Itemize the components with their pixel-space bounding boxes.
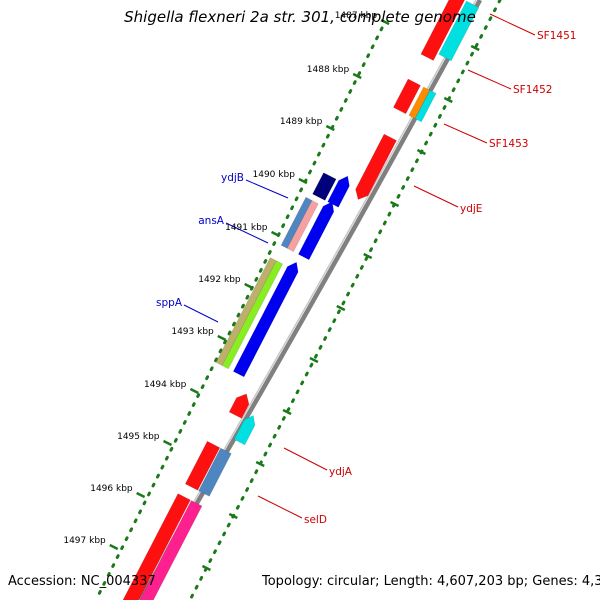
leader-line (225, 222, 269, 244)
leader-line (245, 179, 289, 199)
scale-tick (380, 18, 390, 26)
gene-label-SF1451: SF1451 (537, 30, 576, 42)
scale-tick (162, 439, 173, 447)
strand-tick (416, 148, 426, 156)
gene-ydjE (355, 133, 397, 200)
scale-label: 1494 kbp (144, 380, 187, 390)
strand-tick (201, 564, 211, 572)
scale-tick (189, 387, 199, 395)
gene-sppA-lime (221, 260, 284, 370)
scale-label: 1487 kbp (335, 11, 378, 21)
gene-label-selD: selD (304, 514, 327, 526)
gene-selD-magenta (139, 500, 203, 600)
strand-tick (443, 96, 453, 104)
gene-label-ydjB: ydjB (221, 172, 244, 184)
strand-tick (390, 200, 400, 208)
scale-tick (109, 543, 119, 551)
leader-line (283, 447, 328, 471)
leader-line (489, 13, 536, 36)
gene-sppA-arrow (232, 261, 299, 378)
gene-ansA-pink (286, 200, 319, 253)
outer-dotted-strand (94, 26, 384, 600)
strand-tick (282, 408, 292, 416)
leader-line (257, 495, 303, 519)
scale-label: 1495 kbp (117, 432, 160, 442)
scale-label: 1496 kbp (90, 484, 133, 494)
scale-tick (325, 124, 335, 132)
scale-tick (136, 491, 146, 499)
gene-ydjB-arrow (327, 175, 350, 208)
scale-label: 1492 kbp (198, 275, 241, 285)
leader-line (413, 185, 459, 208)
scale-label: 1497 kbp (63, 536, 106, 546)
strand-tick (363, 252, 373, 260)
gene-label-SF1453: SF1453 (489, 138, 528, 150)
strand-tick (255, 460, 265, 468)
scale-label: 1491 kbp (225, 223, 268, 233)
scale-label: 1489 kbp (280, 117, 323, 127)
strand-tick (470, 44, 480, 52)
topology-text: Topology: circular; Length: 4,607,203 bp… (262, 574, 600, 589)
scale-label: 1493 kbp (171, 327, 214, 337)
scale-label: 1488 kbp (307, 65, 350, 75)
scale-tick (244, 282, 254, 290)
accession-text: Accession: NC_004337 (8, 574, 156, 589)
scale-tick (298, 177, 308, 185)
gene-label-ydjA: ydjA (329, 466, 353, 478)
gene-ydjA-red (184, 440, 221, 491)
gene-label-ansA: ansA (198, 215, 225, 227)
gene-red-small (228, 393, 250, 419)
gene-SF1452-red (392, 78, 421, 115)
gene-SF1453-cyan (414, 89, 437, 123)
gene-label-SF1452: SF1452 (513, 84, 552, 96)
scale-tick (352, 72, 362, 80)
gene-label-sppA: sppA (156, 297, 183, 309)
gene-selD-red (122, 493, 191, 600)
strand-tick (336, 304, 346, 312)
scale-label: 1490 kbp (253, 170, 296, 180)
gene-ydjB (312, 172, 337, 201)
gene-selD-steel (198, 447, 232, 497)
genome-title: Shigella flexneri 2a str. 301, complete … (124, 8, 476, 26)
scale-tick (217, 334, 227, 342)
inner-dotted-strand (188, 0, 502, 600)
gene-label-ydjE: ydjE (460, 203, 482, 215)
gene-SF1451-red (420, 0, 465, 61)
leader-line (183, 304, 219, 323)
strand-tick (228, 512, 238, 520)
gene-ydjA-cyan (233, 415, 256, 446)
leader-line (443, 123, 488, 144)
scale-tick (270, 230, 281, 238)
strand-tick (309, 356, 319, 364)
gene-ansA-arrow (297, 201, 335, 261)
gene-SF1451-cyan (438, 0, 480, 62)
leader-line (467, 69, 512, 90)
